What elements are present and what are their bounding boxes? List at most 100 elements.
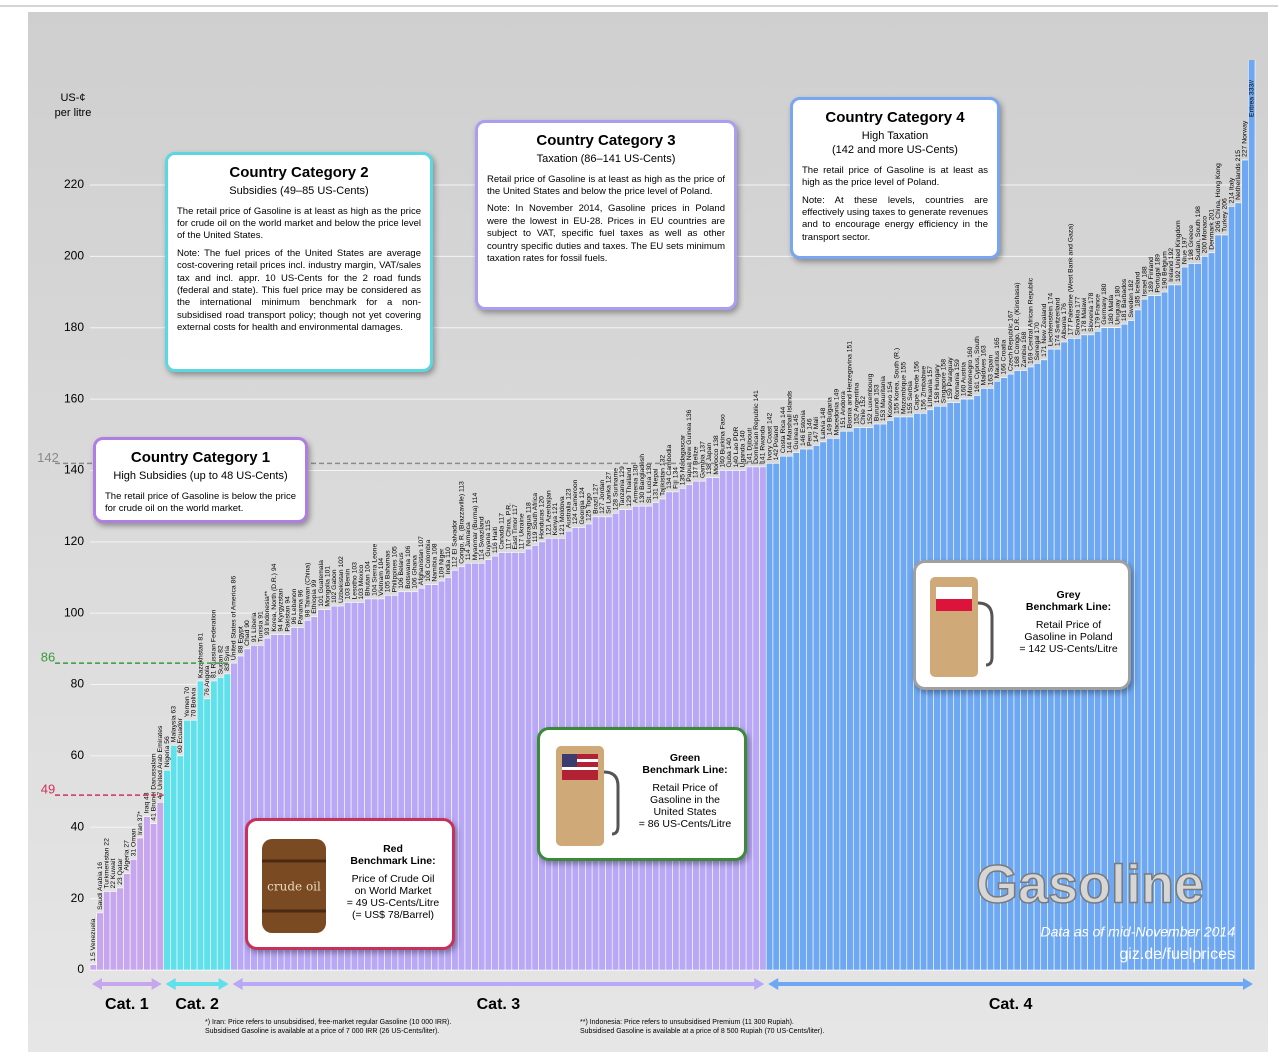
arrow-head bbox=[768, 978, 779, 990]
value-label: 88 Egypt bbox=[237, 626, 244, 653]
y-tick-label: 140 bbox=[64, 463, 84, 477]
value-label: Sudan, South 198 bbox=[1195, 206, 1202, 261]
value-label: Netherlands 215 bbox=[1235, 150, 1242, 200]
bar bbox=[893, 416, 901, 971]
bar bbox=[692, 480, 700, 971]
bar bbox=[170, 744, 178, 971]
bar bbox=[176, 755, 185, 971]
value-label: Uruguay 180 bbox=[1115, 286, 1122, 325]
box-title: Country Category 2 bbox=[229, 164, 369, 181]
bar bbox=[919, 413, 928, 971]
box-text: The retail price of Gasoline is at least… bbox=[802, 165, 988, 189]
pump-icon bbox=[556, 746, 620, 846]
arrow-head bbox=[92, 978, 102, 990]
value-label: 140 Burkina Faso bbox=[720, 414, 727, 467]
bar bbox=[109, 891, 118, 971]
brand: Gasoline bbox=[976, 854, 1204, 914]
value-label: 96 Lebanon bbox=[291, 588, 298, 624]
value-label: Kosovo 154 bbox=[887, 381, 894, 417]
value-label: Pakistan 94 bbox=[284, 596, 291, 632]
value-label: 114 Swaziland bbox=[478, 516, 485, 560]
value-label: 152 Luxembourg bbox=[867, 373, 874, 424]
value-label: Sweden 182 bbox=[1128, 280, 1135, 318]
value-label: 106 Ghana bbox=[412, 555, 419, 589]
benchmark-box: Green Benchmark Line: Retail Price of Ga… bbox=[537, 727, 747, 861]
value-label: 121 Azerbaijan bbox=[545, 490, 552, 535]
category-label: Cat. 1 bbox=[105, 996, 149, 1013]
bar bbox=[846, 430, 854, 971]
y-tick-label: 160 bbox=[64, 391, 84, 405]
value-label: Denmark 201 bbox=[1208, 209, 1215, 250]
value-label: Korea, North (D.R.) 94 bbox=[271, 563, 278, 631]
value-label: 135 Madagascar bbox=[679, 434, 686, 485]
value-label: 23 Qatar bbox=[117, 858, 124, 885]
benchmark-label: 142 bbox=[37, 450, 59, 465]
value-label: Uganda 140 bbox=[740, 430, 747, 467]
value-label: Honduras 120 bbox=[539, 496, 546, 539]
bar bbox=[491, 555, 499, 971]
value-label: Fiji 134 bbox=[673, 467, 680, 489]
y-tick-label: 40 bbox=[71, 819, 85, 833]
value-label: 185 Iceland bbox=[1135, 272, 1142, 307]
value-label: Macedonia 149 bbox=[833, 389, 840, 436]
value-label: Ivory Coast 142 bbox=[766, 412, 773, 460]
value-label: Tajikistan 132 bbox=[659, 455, 666, 496]
value-label: 153 Mauritania bbox=[880, 376, 887, 421]
value-label: 156 Zimbabwe bbox=[920, 366, 927, 411]
value-label: 121 Moldova bbox=[559, 496, 566, 535]
box-title: Country Category 4 bbox=[825, 109, 965, 126]
flag-red bbox=[936, 599, 972, 611]
box-text: Note: At these levels, countries are eff… bbox=[802, 194, 988, 243]
benchmark-text: Retail Price of Gasoline in Poland = 142… bbox=[1019, 619, 1118, 655]
value-label: 159 Paraguay bbox=[947, 357, 954, 400]
footnote: **) Indonesia: Price refers to unsubsidi… bbox=[580, 1019, 825, 1036]
benchmark-box: crude oil Red Benchmark Line: Price of C… bbox=[245, 818, 455, 950]
value-label: 60 Ecuador bbox=[177, 717, 184, 753]
value-label: 155 Serbia bbox=[907, 381, 914, 414]
bar bbox=[149, 823, 158, 971]
value-label: Brazil 127 bbox=[592, 483, 599, 513]
value-label: India 110 bbox=[445, 547, 452, 575]
value-label: Congo, R. (Brazzaville) 113 bbox=[458, 481, 465, 564]
box-subtitle: High Taxation (142 and more US-Cents) bbox=[832, 129, 958, 156]
bar bbox=[839, 430, 847, 971]
box-text: The retail price of Gasoline is below th… bbox=[105, 490, 296, 515]
value-label: Ethiopia 99 bbox=[311, 580, 318, 614]
value-label: 142 Poland bbox=[773, 426, 780, 461]
value-label: 174 Switzerland bbox=[1054, 298, 1061, 347]
bar bbox=[103, 891, 111, 971]
flag-white bbox=[936, 587, 972, 599]
value-label: Tanzania 129 bbox=[619, 466, 626, 507]
bar bbox=[879, 423, 888, 971]
category-box: Country Category 2 Subsidies (49–85 US-C… bbox=[165, 152, 433, 372]
category-label: Cat. 2 bbox=[175, 996, 219, 1013]
category-box: Country Category 3 Taxation (86–141 US-C… bbox=[475, 120, 737, 310]
barrel-icon: crude oil bbox=[262, 839, 326, 933]
bar bbox=[732, 470, 740, 971]
arrow-head bbox=[151, 978, 162, 990]
benchmark-label: 49 bbox=[41, 782, 55, 797]
hose bbox=[977, 601, 994, 667]
value-label: 141 Djibouti bbox=[746, 428, 753, 464]
value-label: 131 Nepal bbox=[653, 468, 660, 499]
value-label: 192 United Kingdom bbox=[1175, 220, 1182, 282]
bar bbox=[230, 662, 238, 971]
value-label: 198 Greece bbox=[1188, 225, 1195, 261]
value-label: 138 Japan bbox=[706, 443, 713, 475]
value-label: 160 Austria bbox=[961, 362, 968, 396]
bar bbox=[772, 463, 780, 971]
value-label: 76 Angola bbox=[204, 665, 211, 695]
bar bbox=[1214, 234, 1222, 971]
flag-stripe bbox=[562, 759, 598, 762]
value-label: 161 Cyprus, South bbox=[974, 336, 981, 393]
value-label: Namibia 108 bbox=[432, 543, 439, 581]
bar bbox=[143, 816, 151, 971]
pump-icon bbox=[930, 577, 994, 677]
bar bbox=[812, 445, 821, 971]
value-label: 144 Marshall Islands bbox=[786, 390, 793, 453]
value-label: 140 Lao PDR bbox=[733, 427, 740, 468]
y-tick-label: 180 bbox=[64, 320, 84, 334]
value-label: 128 Suriname bbox=[612, 468, 619, 511]
box-text: Retail price of Gasoline is at least as … bbox=[487, 173, 725, 198]
